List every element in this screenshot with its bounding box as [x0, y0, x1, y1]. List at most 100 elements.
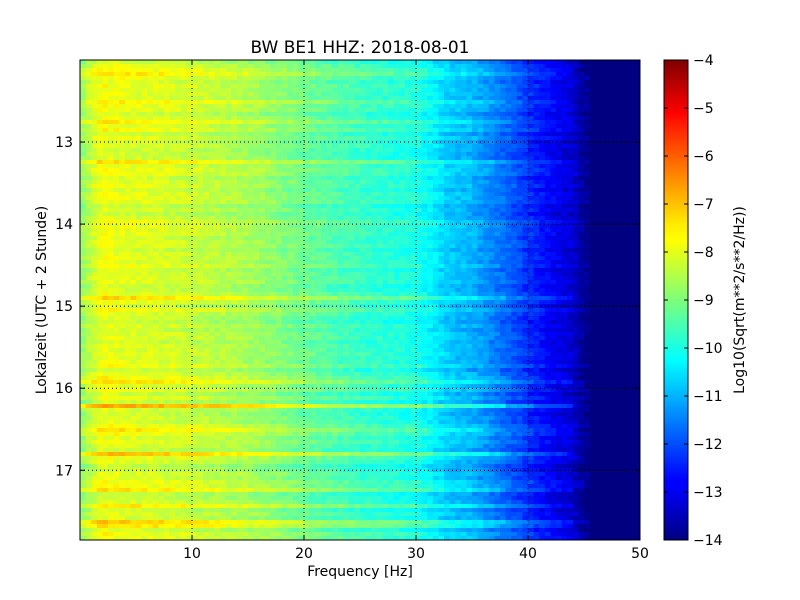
heatmap-cell	[231, 224, 238, 229]
heatmap-cell	[119, 160, 126, 165]
heatmap-cell	[628, 168, 635, 173]
heatmap-cell	[270, 80, 277, 85]
heatmap-cell	[449, 220, 456, 225]
heatmap-cell	[337, 256, 344, 261]
heatmap-cell	[628, 64, 635, 69]
heatmap-cell	[494, 160, 501, 165]
heatmap-cell	[472, 248, 479, 253]
heatmap-cell	[276, 212, 283, 217]
heatmap-cell	[595, 188, 602, 193]
heatmap-cell	[264, 120, 271, 125]
heatmap-cell	[376, 236, 383, 241]
heatmap-cell	[242, 140, 249, 145]
heatmap-cell	[259, 248, 266, 253]
heatmap-cell	[180, 132, 187, 137]
heatmap-cell	[416, 192, 423, 197]
heatmap-cell	[371, 156, 378, 161]
heatmap-cell	[388, 172, 395, 177]
heatmap-cell	[225, 84, 232, 89]
heatmap-cell	[399, 108, 406, 113]
heatmap-cell	[315, 200, 322, 205]
heatmap-cell	[444, 232, 451, 237]
heatmap-cell	[623, 132, 630, 137]
heatmap-cell	[348, 124, 355, 129]
heatmap-cell	[505, 184, 512, 189]
heatmap-cell	[617, 160, 624, 165]
heatmap-cell	[410, 152, 417, 157]
heatmap-cell	[550, 168, 557, 173]
heatmap-cell	[141, 200, 148, 205]
heatmap-cell	[147, 212, 154, 217]
heatmap-cell	[438, 180, 445, 185]
heatmap-cell	[522, 176, 529, 181]
heatmap-cell	[264, 72, 271, 77]
heatmap-cell	[371, 120, 378, 125]
heatmap-cell	[292, 112, 299, 117]
heatmap-cell	[248, 128, 255, 133]
heatmap-cell	[606, 72, 613, 77]
heatmap-cell	[533, 156, 540, 161]
heatmap-cell	[158, 200, 165, 205]
heatmap-cell	[466, 184, 473, 189]
heatmap-cell	[136, 168, 143, 173]
heatmap-cell	[544, 108, 551, 113]
heatmap-cell	[175, 236, 182, 241]
heatmap-cell	[449, 68, 456, 73]
heatmap-cell	[136, 148, 143, 153]
heatmap-cell	[410, 100, 417, 105]
heatmap-cell	[455, 220, 462, 225]
heatmap-cell	[91, 236, 98, 241]
heatmap-cell	[416, 200, 423, 205]
heatmap-cell	[438, 196, 445, 201]
heatmap-cell	[108, 232, 115, 237]
heatmap-cell	[152, 196, 159, 201]
heatmap-cell	[158, 76, 165, 81]
heatmap-cell	[320, 228, 327, 233]
heatmap-cell	[270, 76, 277, 81]
heatmap-cell	[298, 188, 305, 193]
heatmap-cell	[332, 128, 339, 133]
heatmap-cell	[119, 196, 126, 201]
heatmap-cell	[444, 144, 451, 149]
heatmap-cell	[113, 172, 120, 177]
heatmap-cell	[248, 92, 255, 97]
heatmap-cell	[393, 164, 400, 169]
heatmap-cell	[292, 164, 299, 169]
heatmap-cell	[572, 212, 579, 217]
heatmap-cell	[214, 148, 221, 153]
heatmap-cell	[505, 96, 512, 101]
heatmap-cell	[130, 184, 137, 189]
heatmap-cell	[214, 200, 221, 205]
heatmap-cell	[192, 104, 199, 109]
heatmap-cell	[522, 244, 529, 249]
heatmap-cell	[477, 248, 484, 253]
heatmap-cell	[393, 224, 400, 229]
heatmap-cell	[623, 100, 630, 105]
heatmap-cell	[124, 168, 131, 173]
heatmap-cell	[393, 188, 400, 193]
heatmap-cell	[141, 112, 148, 117]
heatmap-cell	[192, 136, 199, 141]
heatmap-cell	[85, 192, 92, 197]
heatmap-cell	[242, 152, 249, 157]
heatmap-cell	[455, 88, 462, 93]
heatmap-cell	[242, 108, 249, 113]
heatmap-cell	[315, 148, 322, 153]
heatmap-cell	[320, 152, 327, 157]
heatmap-cell	[158, 132, 165, 137]
heatmap-cell	[276, 84, 283, 89]
heatmap-cell	[634, 68, 640, 73]
heatmap-cell	[91, 84, 98, 89]
heatmap-cell	[276, 168, 283, 173]
heatmap-cell	[516, 188, 523, 193]
heatmap-cell	[332, 232, 339, 237]
heatmap-cell	[169, 104, 176, 109]
heatmap-cell	[136, 252, 143, 257]
heatmap-cell	[253, 216, 260, 221]
heatmap-cell	[136, 144, 143, 149]
heatmap-cell	[544, 212, 551, 217]
heatmap-cell	[320, 248, 327, 253]
heatmap-cell	[220, 96, 227, 101]
heatmap-cell	[472, 176, 479, 181]
heatmap-cell	[242, 180, 249, 185]
